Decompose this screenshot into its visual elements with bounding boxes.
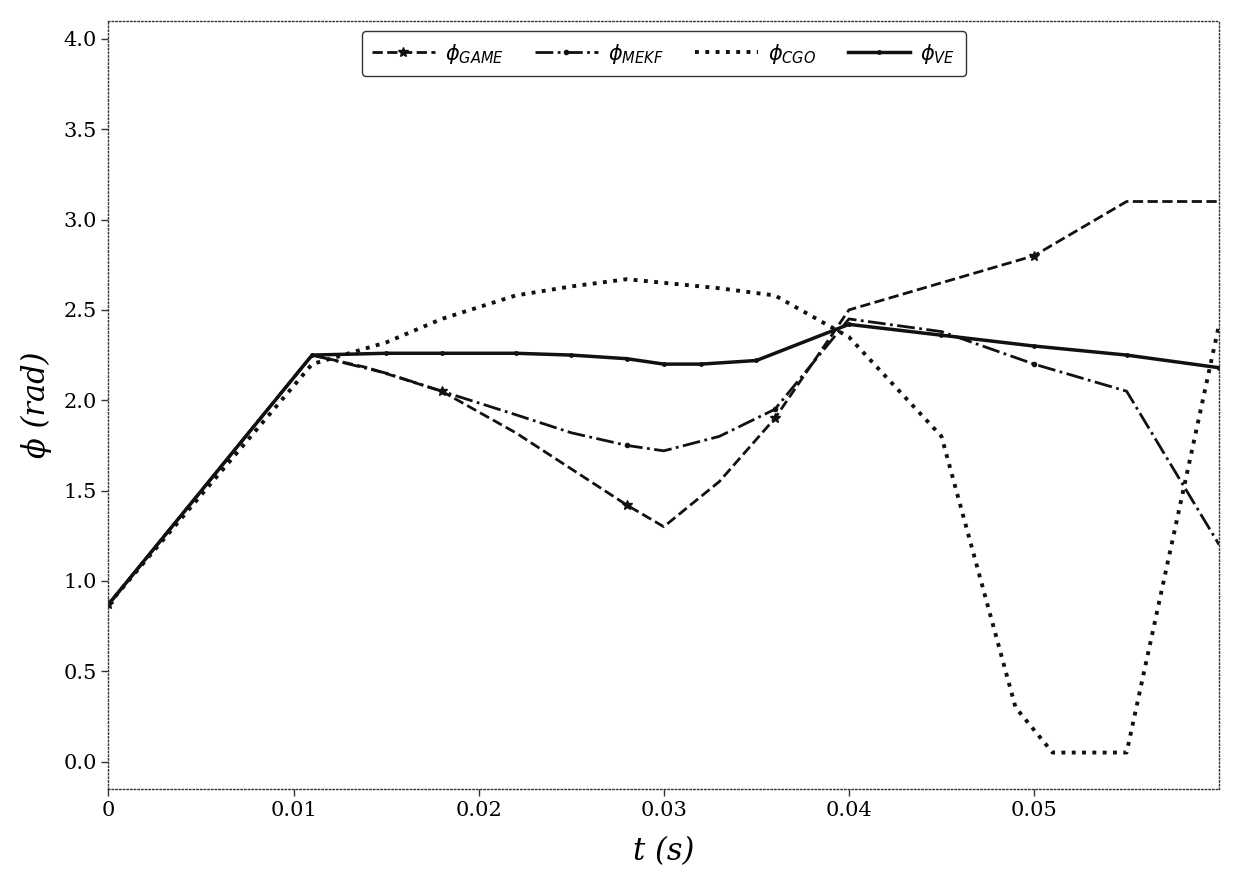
$\phi_{GAME}$ — [564, 464, 579, 474]
$\phi_{GAME}$ — [1120, 196, 1135, 207]
$\phi_{VE}$ — [378, 348, 393, 359]
$\phi_{CGO}$ — [768, 290, 782, 301]
$\phi_{VE}$ — [749, 355, 764, 366]
$\phi_{GAME}$ — [842, 305, 857, 315]
$\phi_{CGO}$ — [100, 599, 115, 610]
$\phi_{VE}$ — [100, 599, 115, 610]
$\phi_{VE}$ — [434, 348, 449, 359]
$\phi_{GAME}$ — [934, 277, 949, 288]
$\phi_{MEKF}$ — [100, 599, 115, 610]
$\phi_{MEKF}$ — [656, 446, 671, 456]
$\phi_{GAME}$ — [360, 362, 374, 373]
$\phi_{GAME}$ — [1211, 196, 1226, 207]
$\phi_{CGO}$ — [619, 274, 634, 284]
$\phi_{GAME}$ — [1027, 250, 1042, 261]
$\phi_{CGO}$ — [564, 281, 579, 292]
$\phi_{MEKF}$ — [1211, 539, 1226, 550]
$\phi_{MEKF}$ — [1027, 359, 1042, 369]
X-axis label: t (s): t (s) — [634, 836, 694, 868]
$\phi_{GAME}$ — [619, 500, 634, 511]
$\phi_{GAME}$ — [100, 599, 115, 610]
$\phi_{CGO}$ — [508, 290, 523, 301]
$\phi_{MEKF}$ — [305, 350, 320, 361]
$\phi_{GAME}$ — [656, 521, 671, 532]
$\phi_{CGO}$ — [712, 283, 727, 294]
$\phi_{VE}$ — [842, 319, 857, 329]
$\phi_{MEKF}$ — [564, 427, 579, 438]
$\phi_{CGO}$ — [1211, 319, 1226, 329]
$\phi_{VE}$ — [508, 348, 523, 359]
$\phi_{MEKF}$ — [378, 368, 393, 378]
$\phi_{VE}$ — [619, 353, 634, 364]
$\phi_{MEKF}$ — [712, 431, 727, 441]
Line: $\phi_{MEKF}$: $\phi_{MEKF}$ — [104, 314, 1224, 608]
$\phi_{CGO}$ — [378, 337, 393, 348]
$\phi_{CGO}$ — [842, 332, 857, 343]
$\phi_{VE}$ — [934, 329, 949, 340]
$\phi_{CGO}$ — [305, 359, 320, 369]
$\phi_{GAME}$ — [768, 413, 782, 424]
$\phi_{CGO}$ — [934, 431, 949, 441]
$\phi_{VE}$ — [656, 359, 671, 369]
Legend: $\phi_{GAME}$, $\phi_{MEKF}$, $\phi_{CGO}$, $\phi_{VE}$: $\phi_{GAME}$, $\phi_{MEKF}$, $\phi_{CGO… — [362, 31, 966, 76]
$\phi_{CGO}$ — [1120, 747, 1135, 757]
$\phi_{VE}$ — [1120, 350, 1135, 361]
$\phi_{CGO}$ — [434, 313, 449, 324]
$\phi_{MEKF}$ — [842, 313, 857, 324]
$\phi_{MEKF}$ — [434, 386, 449, 397]
$\phi_{GAME}$ — [305, 350, 320, 361]
Y-axis label: ϕ (rad): ϕ (rad) — [21, 352, 52, 458]
Line: $\phi_{GAME}$: $\phi_{GAME}$ — [104, 196, 1224, 609]
$\phi_{GAME}$ — [508, 427, 523, 438]
$\phi_{VE}$ — [1027, 341, 1042, 352]
Line: $\phi_{CGO}$: $\phi_{CGO}$ — [108, 279, 1219, 752]
$\phi_{VE}$ — [305, 350, 320, 361]
$\phi_{MEKF}$ — [768, 404, 782, 415]
Line: $\phi_{VE}$: $\phi_{VE}$ — [105, 321, 1223, 608]
$\phi_{GAME}$ — [434, 386, 449, 397]
$\phi_{VE}$ — [1211, 362, 1226, 373]
$\phi_{GAME}$ — [712, 476, 727, 487]
$\phi_{VE}$ — [564, 350, 579, 361]
$\phi_{CGO}$ — [1045, 747, 1060, 757]
$\phi_{MEKF}$ — [934, 326, 949, 337]
$\phi_{MEKF}$ — [508, 409, 523, 420]
$\phi_{CGO}$ — [656, 277, 671, 288]
$\phi_{MEKF}$ — [619, 440, 634, 451]
$\phi_{VE}$ — [693, 359, 708, 369]
$\phi_{MEKF}$ — [1120, 386, 1135, 397]
$\phi_{CGO}$ — [1008, 702, 1023, 713]
